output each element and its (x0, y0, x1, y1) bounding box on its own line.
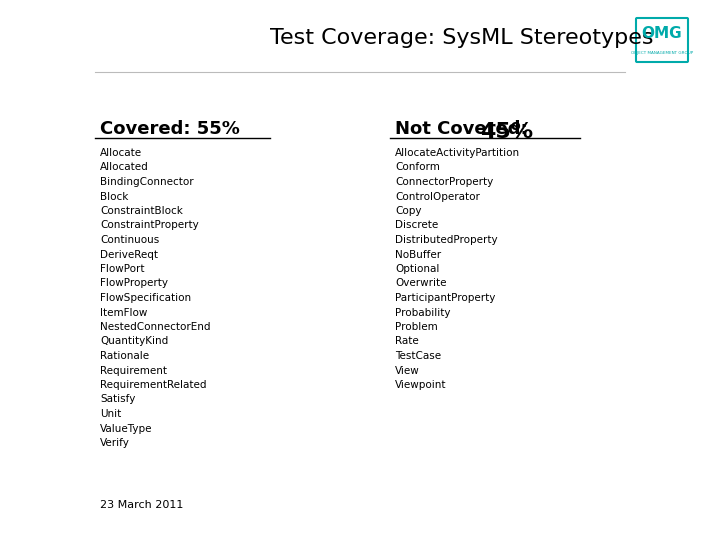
Text: AllocateActivityPartition: AllocateActivityPartition (395, 148, 520, 158)
Text: Verify: Verify (100, 438, 130, 448)
Text: 23 March 2011: 23 March 2011 (100, 500, 184, 510)
Text: Test Coverage: SysML Stereotypes: Test Coverage: SysML Stereotypes (270, 28, 654, 48)
Text: QuantityKind: QuantityKind (100, 336, 168, 347)
Text: Problem: Problem (395, 322, 438, 332)
Text: FlowSpecification: FlowSpecification (100, 293, 191, 303)
Text: ConstraintBlock: ConstraintBlock (100, 206, 183, 216)
Text: Unit: Unit (100, 409, 121, 419)
Text: View: View (395, 366, 420, 375)
Text: ControlOperator: ControlOperator (395, 192, 480, 201)
Text: TestCase: TestCase (395, 351, 441, 361)
Text: DistributedProperty: DistributedProperty (395, 235, 498, 245)
Text: Requirement: Requirement (100, 366, 167, 375)
Text: ConstraintProperty: ConstraintProperty (100, 220, 199, 231)
Text: 45%: 45% (480, 122, 533, 142)
Text: Conform: Conform (395, 163, 440, 172)
Text: Allocate: Allocate (100, 148, 142, 158)
Text: RequirementRelated: RequirementRelated (100, 380, 207, 390)
Text: Discrete: Discrete (395, 220, 438, 231)
Text: ParticipantProperty: ParticipantProperty (395, 293, 495, 303)
Text: OMG: OMG (642, 26, 683, 42)
Text: Covered: 55%: Covered: 55% (100, 120, 240, 138)
Text: ValueType: ValueType (100, 423, 153, 434)
Text: Rationale: Rationale (100, 351, 149, 361)
Text: Viewpoint: Viewpoint (395, 380, 446, 390)
Text: Overwrite: Overwrite (395, 279, 446, 288)
Text: Block: Block (100, 192, 128, 201)
Text: Continuous: Continuous (100, 235, 159, 245)
Text: Probability: Probability (395, 307, 451, 318)
FancyBboxPatch shape (636, 18, 688, 62)
Text: Satisfy: Satisfy (100, 395, 135, 404)
Text: ItemFlow: ItemFlow (100, 307, 148, 318)
Text: DeriveReqt: DeriveReqt (100, 249, 158, 260)
Text: FlowPort: FlowPort (100, 264, 145, 274)
Text: Not Covered:: Not Covered: (395, 120, 528, 138)
Text: Rate: Rate (395, 336, 419, 347)
Text: ConnectorProperty: ConnectorProperty (395, 177, 493, 187)
Text: Copy: Copy (395, 206, 421, 216)
Text: BindingConnector: BindingConnector (100, 177, 194, 187)
Text: NoBuffer: NoBuffer (395, 249, 441, 260)
Text: Allocated: Allocated (100, 163, 149, 172)
Text: NestedConnectorEnd: NestedConnectorEnd (100, 322, 210, 332)
Text: FlowProperty: FlowProperty (100, 279, 168, 288)
Text: Optional: Optional (395, 264, 439, 274)
Text: OBJECT MANAGEMENT GROUP: OBJECT MANAGEMENT GROUP (631, 51, 693, 55)
